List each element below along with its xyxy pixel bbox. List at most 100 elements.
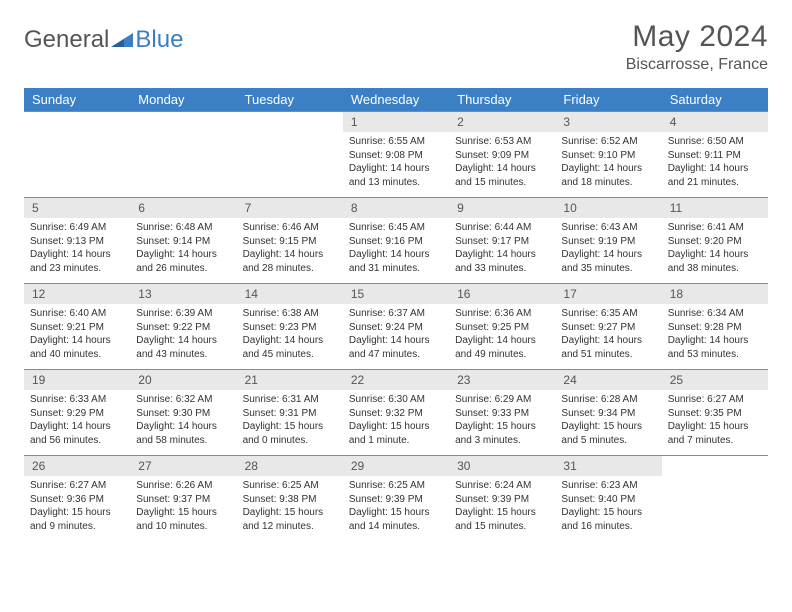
- day-number: 21: [237, 370, 343, 390]
- calendar-cell: 15Sunrise: 6:37 AMSunset: 9:24 PMDayligh…: [343, 284, 449, 370]
- day-details: Sunrise: 6:48 AMSunset: 9:14 PMDaylight:…: [130, 218, 236, 279]
- day-details: Sunrise: 6:35 AMSunset: 9:27 PMDaylight:…: [555, 304, 661, 365]
- day-number: 8: [343, 198, 449, 218]
- day-details: Sunrise: 6:45 AMSunset: 9:16 PMDaylight:…: [343, 218, 449, 279]
- calendar-cell: 30Sunrise: 6:24 AMSunset: 9:39 PMDayligh…: [449, 456, 555, 542]
- calendar-cell: 13Sunrise: 6:39 AMSunset: 9:22 PMDayligh…: [130, 284, 236, 370]
- day-details: Sunrise: 6:52 AMSunset: 9:10 PMDaylight:…: [555, 132, 661, 193]
- calendar-cell: 18Sunrise: 6:34 AMSunset: 9:28 PMDayligh…: [662, 284, 768, 370]
- day-number: 28: [237, 456, 343, 476]
- calendar-cell: 19Sunrise: 6:33 AMSunset: 9:29 PMDayligh…: [24, 370, 130, 456]
- calendar-cell: 10Sunrise: 6:43 AMSunset: 9:19 PMDayligh…: [555, 198, 661, 284]
- header: General Blue May 2024 Biscarrosse, Franc…: [24, 20, 768, 74]
- logo-text-general: General: [24, 26, 109, 54]
- calendar-week: 1Sunrise: 6:55 AMSunset: 9:08 PMDaylight…: [24, 112, 768, 198]
- calendar-cell: 21Sunrise: 6:31 AMSunset: 9:31 PMDayligh…: [237, 370, 343, 456]
- day-details: Sunrise: 6:46 AMSunset: 9:15 PMDaylight:…: [237, 218, 343, 279]
- day-details: Sunrise: 6:34 AMSunset: 9:28 PMDaylight:…: [662, 304, 768, 365]
- calendar-cell: 22Sunrise: 6:30 AMSunset: 9:32 PMDayligh…: [343, 370, 449, 456]
- day-number: 5: [24, 198, 130, 218]
- calendar-cell: 7Sunrise: 6:46 AMSunset: 9:15 PMDaylight…: [237, 198, 343, 284]
- day-details: Sunrise: 6:30 AMSunset: 9:32 PMDaylight:…: [343, 390, 449, 451]
- day-number: 26: [24, 456, 130, 476]
- day-number: 2: [449, 112, 555, 132]
- month-title: May 2024: [626, 20, 768, 54]
- day-number: 7: [237, 198, 343, 218]
- day-number: 24: [555, 370, 661, 390]
- calendar-body: 1Sunrise: 6:55 AMSunset: 9:08 PMDaylight…: [24, 112, 768, 542]
- day-number: 4: [662, 112, 768, 132]
- calendar-cell: 4Sunrise: 6:50 AMSunset: 9:11 PMDaylight…: [662, 112, 768, 198]
- calendar-cell: [237, 112, 343, 198]
- calendar-cell: 28Sunrise: 6:25 AMSunset: 9:38 PMDayligh…: [237, 456, 343, 542]
- calendar-week: 26Sunrise: 6:27 AMSunset: 9:36 PMDayligh…: [24, 456, 768, 542]
- calendar-cell: [130, 112, 236, 198]
- day-number: 27: [130, 456, 236, 476]
- day-details: Sunrise: 6:55 AMSunset: 9:08 PMDaylight:…: [343, 132, 449, 193]
- day-details: Sunrise: 6:27 AMSunset: 9:36 PMDaylight:…: [24, 476, 130, 537]
- weekday-header: Monday: [130, 88, 236, 112]
- day-details: Sunrise: 6:27 AMSunset: 9:35 PMDaylight:…: [662, 390, 768, 451]
- day-details: Sunrise: 6:24 AMSunset: 9:39 PMDaylight:…: [449, 476, 555, 537]
- calendar-cell: 12Sunrise: 6:40 AMSunset: 9:21 PMDayligh…: [24, 284, 130, 370]
- day-number: 10: [555, 198, 661, 218]
- day-details: Sunrise: 6:25 AMSunset: 9:38 PMDaylight:…: [237, 476, 343, 537]
- day-number: 12: [24, 284, 130, 304]
- day-details: Sunrise: 6:36 AMSunset: 9:25 PMDaylight:…: [449, 304, 555, 365]
- day-details: Sunrise: 6:43 AMSunset: 9:19 PMDaylight:…: [555, 218, 661, 279]
- day-details: Sunrise: 6:29 AMSunset: 9:33 PMDaylight:…: [449, 390, 555, 451]
- day-details: Sunrise: 6:53 AMSunset: 9:09 PMDaylight:…: [449, 132, 555, 193]
- calendar-cell: [662, 456, 768, 542]
- calendar-cell: 11Sunrise: 6:41 AMSunset: 9:20 PMDayligh…: [662, 198, 768, 284]
- calendar-cell: 20Sunrise: 6:32 AMSunset: 9:30 PMDayligh…: [130, 370, 236, 456]
- location: Biscarrosse, France: [626, 56, 768, 74]
- day-number: 22: [343, 370, 449, 390]
- day-number: 18: [662, 284, 768, 304]
- calendar-cell: 1Sunrise: 6:55 AMSunset: 9:08 PMDaylight…: [343, 112, 449, 198]
- day-number: 3: [555, 112, 661, 132]
- day-details: Sunrise: 6:39 AMSunset: 9:22 PMDaylight:…: [130, 304, 236, 365]
- weekday-row: SundayMondayTuesdayWednesdayThursdayFrid…: [24, 88, 768, 112]
- day-number: 25: [662, 370, 768, 390]
- day-details: Sunrise: 6:28 AMSunset: 9:34 PMDaylight:…: [555, 390, 661, 451]
- day-details: Sunrise: 6:33 AMSunset: 9:29 PMDaylight:…: [24, 390, 130, 451]
- calendar-week: 5Sunrise: 6:49 AMSunset: 9:13 PMDaylight…: [24, 198, 768, 284]
- day-details: Sunrise: 6:38 AMSunset: 9:23 PMDaylight:…: [237, 304, 343, 365]
- day-number: 17: [555, 284, 661, 304]
- calendar-cell: 27Sunrise: 6:26 AMSunset: 9:37 PMDayligh…: [130, 456, 236, 542]
- logo: General Blue: [24, 20, 183, 54]
- weekday-header: Tuesday: [237, 88, 343, 112]
- logo-text-blue: Blue: [135, 26, 183, 54]
- calendar-cell: 24Sunrise: 6:28 AMSunset: 9:34 PMDayligh…: [555, 370, 661, 456]
- day-details: Sunrise: 6:23 AMSunset: 9:40 PMDaylight:…: [555, 476, 661, 537]
- day-number: 11: [662, 198, 768, 218]
- calendar-cell: [24, 112, 130, 198]
- calendar-cell: 31Sunrise: 6:23 AMSunset: 9:40 PMDayligh…: [555, 456, 661, 542]
- day-number: 9: [449, 198, 555, 218]
- day-details: Sunrise: 6:44 AMSunset: 9:17 PMDaylight:…: [449, 218, 555, 279]
- title-block: May 2024 Biscarrosse, France: [626, 20, 768, 74]
- day-number: 31: [555, 456, 661, 476]
- weekday-header: Friday: [555, 88, 661, 112]
- day-details: Sunrise: 6:31 AMSunset: 9:31 PMDaylight:…: [237, 390, 343, 451]
- day-details: Sunrise: 6:37 AMSunset: 9:24 PMDaylight:…: [343, 304, 449, 365]
- calendar-cell: 2Sunrise: 6:53 AMSunset: 9:09 PMDaylight…: [449, 112, 555, 198]
- day-number: 20: [130, 370, 236, 390]
- calendar-cell: 26Sunrise: 6:27 AMSunset: 9:36 PMDayligh…: [24, 456, 130, 542]
- weekday-header: Saturday: [662, 88, 768, 112]
- day-number: 14: [237, 284, 343, 304]
- day-number: 16: [449, 284, 555, 304]
- calendar-cell: 29Sunrise: 6:25 AMSunset: 9:39 PMDayligh…: [343, 456, 449, 542]
- day-number: 23: [449, 370, 555, 390]
- day-details: Sunrise: 6:32 AMSunset: 9:30 PMDaylight:…: [130, 390, 236, 451]
- calendar-cell: 6Sunrise: 6:48 AMSunset: 9:14 PMDaylight…: [130, 198, 236, 284]
- day-details: Sunrise: 6:25 AMSunset: 9:39 PMDaylight:…: [343, 476, 449, 537]
- calendar-cell: 3Sunrise: 6:52 AMSunset: 9:10 PMDaylight…: [555, 112, 661, 198]
- day-number: 29: [343, 456, 449, 476]
- calendar-cell: 16Sunrise: 6:36 AMSunset: 9:25 PMDayligh…: [449, 284, 555, 370]
- day-details: Sunrise: 6:40 AMSunset: 9:21 PMDaylight:…: [24, 304, 130, 365]
- calendar-cell: 23Sunrise: 6:29 AMSunset: 9:33 PMDayligh…: [449, 370, 555, 456]
- day-number: 15: [343, 284, 449, 304]
- day-details: Sunrise: 6:49 AMSunset: 9:13 PMDaylight:…: [24, 218, 130, 279]
- day-details: Sunrise: 6:50 AMSunset: 9:11 PMDaylight:…: [662, 132, 768, 193]
